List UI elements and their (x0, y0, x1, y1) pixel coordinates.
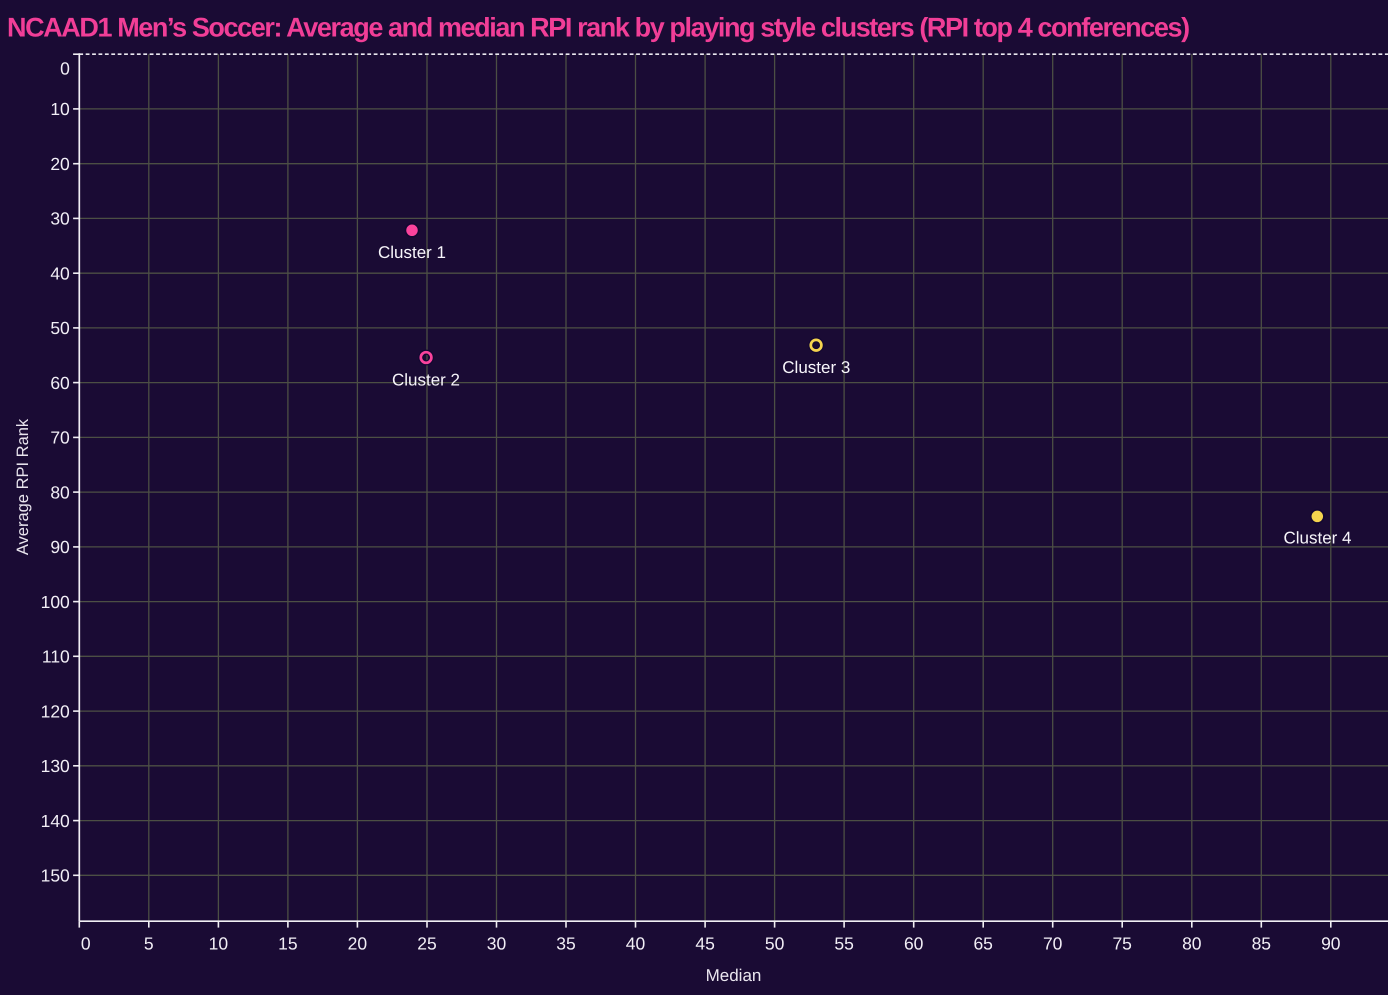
svg-text:Average RPI Rank: Average RPI Rank (14, 418, 32, 555)
svg-text:120: 120 (41, 701, 70, 721)
svg-text:50: 50 (50, 318, 70, 338)
svg-text:60: 60 (904, 933, 924, 953)
svg-text:45: 45 (695, 933, 714, 953)
svg-text:140: 140 (41, 811, 70, 831)
svg-text:35: 35 (556, 933, 575, 953)
svg-text:20: 20 (348, 933, 368, 953)
svg-text:50: 50 (765, 933, 785, 953)
svg-text:70: 70 (50, 428, 70, 448)
svg-text:150: 150 (41, 866, 70, 886)
svg-text:80: 80 (50, 482, 70, 502)
svg-text:100: 100 (41, 592, 70, 612)
svg-text:80: 80 (1182, 933, 1202, 953)
svg-text:90: 90 (50, 537, 70, 557)
svg-text:Cluster 4: Cluster 4 (1283, 528, 1351, 547)
svg-text:55: 55 (834, 933, 853, 953)
svg-text:Cluster 2: Cluster 2 (392, 370, 460, 389)
svg-text:85: 85 (1252, 933, 1271, 953)
svg-text:Median: Median (706, 966, 762, 985)
svg-text:Cluster 1: Cluster 1 (378, 243, 446, 262)
svg-text:NCAAD1 Men’s Soccer: Average a: NCAAD1 Men’s Soccer: Average and median … (7, 13, 1189, 43)
svg-text:15: 15 (278, 933, 297, 953)
svg-text:110: 110 (42, 647, 70, 667)
svg-text:10: 10 (50, 99, 70, 119)
svg-text:30: 30 (487, 933, 507, 953)
svg-text:60: 60 (50, 373, 70, 393)
svg-text:0: 0 (81, 933, 91, 953)
svg-text:25: 25 (417, 933, 436, 953)
svg-text:40: 40 (50, 263, 70, 283)
svg-text:90: 90 (1321, 933, 1341, 953)
svg-text:30: 30 (50, 209, 70, 229)
svg-text:Cluster 3: Cluster 3 (782, 358, 850, 377)
svg-text:130: 130 (41, 756, 70, 776)
svg-text:20: 20 (50, 154, 70, 174)
svg-text:40: 40 (626, 933, 646, 953)
svg-text:75: 75 (1112, 933, 1131, 953)
svg-text:65: 65 (973, 933, 992, 953)
svg-text:0: 0 (60, 59, 70, 79)
svg-text:10: 10 (209, 933, 229, 953)
svg-text:5: 5 (144, 933, 154, 953)
svg-text:70: 70 (1043, 933, 1063, 953)
